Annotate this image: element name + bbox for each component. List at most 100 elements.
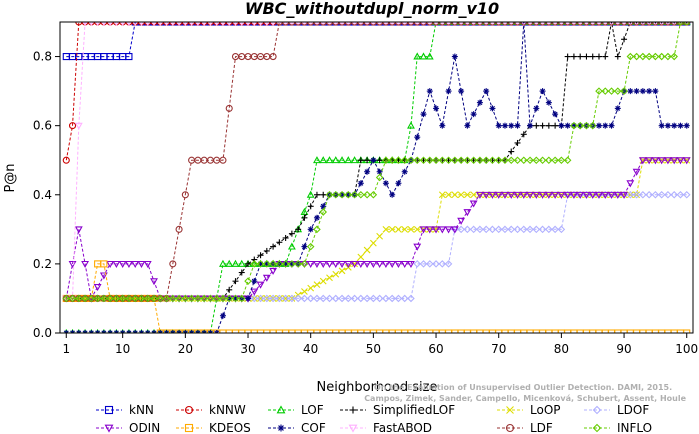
data-point-LDOF: [325, 294, 334, 303]
data-point-LDOF: [664, 190, 672, 199]
data-point-INFLO: [225, 294, 233, 303]
data-point-COF: [157, 330, 164, 333]
legend-item-SimplifiedLOF: SimplifiedLOF: [340, 403, 455, 417]
data-point-LDOF: [432, 260, 440, 268]
data-point-LOF: [219, 259, 227, 267]
legend-label-kNN: kNN: [129, 403, 154, 417]
data-point-LDF: [539, 22, 547, 26]
legend-label-FastABOD: FastABOD: [373, 421, 432, 434]
chart-title: WBC_withoutdupl_norm_v10: [245, 0, 499, 18]
data-point-COF: [207, 330, 214, 333]
data-point-ODIN: [595, 191, 603, 199]
data-point-INFLO: [87, 294, 96, 303]
data-point-LDOF: [682, 190, 691, 199]
data-point-ODIN: [150, 278, 158, 286]
data-point-LDF: [457, 22, 465, 26]
data-point-LDOF: [657, 190, 666, 199]
x-tick-label: 30: [240, 342, 255, 356]
data-point-ODIN: [313, 260, 321, 269]
data-point-LDOF: [263, 294, 271, 303]
data-point-KDEOS: [639, 329, 647, 333]
data-point-INFLO: [444, 156, 453, 165]
data-point-ODIN: [413, 243, 422, 251]
data-point-SimplifiedLOF: [595, 53, 602, 60]
data-point-COF: [552, 111, 559, 118]
data-point-SimplifiedLOF: [357, 157, 364, 164]
series-line-ODIN: [65, 159, 687, 300]
data-point-LDF: [363, 22, 371, 26]
data-point-INFLO: [482, 156, 490, 165]
data-point-COF: [489, 105, 496, 112]
series-line-LOF: [66, 22, 687, 333]
data-point-KDEOS: [419, 329, 428, 333]
data-point-LDOF: [551, 225, 559, 234]
data-point-LOF: [319, 156, 328, 164]
data-point-LDF: [501, 22, 509, 26]
data-point-INFLO: [425, 156, 434, 165]
data-point-SimplifiedLOF: [282, 234, 289, 241]
data-point-ODIN: [626, 180, 635, 188]
data-point-INFLO: [275, 260, 284, 268]
data-point-LDF: [332, 22, 340, 26]
data-point-KDEOS: [633, 329, 641, 333]
data-point-INFLO: [244, 277, 252, 285]
data-point-LDOF: [438, 260, 447, 268]
data-point-KDEOS: [369, 329, 377, 333]
x-tick-label: 100: [675, 342, 698, 356]
data-point-COF: [677, 122, 684, 129]
data-point-KDEOS: [438, 329, 446, 333]
data-point-KDEOS: [539, 329, 547, 333]
data-point-INFLO: [269, 260, 277, 268]
series-INFLO: [62, 22, 691, 303]
data-point-LoOP: [257, 295, 264, 302]
data-point-INFLO: [469, 156, 478, 165]
legend-item-LOF: LOF: [268, 403, 324, 417]
data-point-COF: [63, 330, 70, 333]
data-point-LDF: [664, 22, 672, 26]
data-point-LDF: [275, 22, 283, 26]
legend-item-LDF: LDF: [497, 421, 553, 434]
data-point-LoOP: [388, 225, 396, 233]
data-point-KDEOS: [576, 329, 584, 333]
data-point-COF: [426, 88, 433, 95]
data-point-LDOF: [513, 225, 522, 234]
data-point-SimplifiedLOF: [564, 53, 571, 60]
data-point-LDOF: [469, 225, 478, 234]
data-point-COF: [658, 122, 665, 129]
data-point-COF: [138, 330, 145, 333]
data-point-COF: [219, 312, 226, 319]
data-point-KDEOS: [532, 329, 540, 333]
data-point-KDEOS: [683, 329, 691, 333]
data-point-ODIN: [450, 226, 459, 234]
data-point-ODIN: [544, 191, 553, 199]
data-point-INFLO: [200, 294, 208, 303]
data-point-INFLO: [212, 294, 221, 303]
y-axis-label: P@n: [3, 163, 18, 192]
series-line-LDF: [66, 22, 687, 299]
data-point-COF: [301, 243, 308, 250]
data-point-ODIN: [638, 157, 647, 165]
data-point-COF: [169, 330, 176, 333]
data-point-KDEOS: [313, 329, 321, 333]
data-point-LOF: [350, 156, 359, 164]
data-point-INFLO: [400, 156, 409, 165]
data-point-INFLO: [300, 260, 309, 268]
data-point-LoOP: [445, 191, 452, 199]
x-tick-label: 70: [491, 342, 506, 356]
data-point-INFLO: [407, 156, 415, 165]
data-point-LDF: [300, 22, 308, 26]
data-point-COF: [495, 122, 502, 129]
data-point-LDF: [570, 22, 578, 26]
data-point-COF: [75, 330, 82, 333]
legend-item-kNN: kNN: [96, 403, 154, 417]
data-point-SimplifiedLOF: [257, 252, 264, 259]
data-point-ODIN: [538, 191, 547, 199]
data-point-LOF: [407, 121, 415, 129]
data-point-COF: [364, 168, 371, 175]
data-point-INFLO: [319, 208, 328, 216]
data-point-LDOF: [375, 294, 384, 303]
data-point-INFLO: [394, 156, 403, 165]
data-point-SimplifiedLOF: [288, 230, 295, 237]
data-point-INFLO: [532, 156, 541, 165]
data-point-LoOP: [457, 191, 465, 199]
